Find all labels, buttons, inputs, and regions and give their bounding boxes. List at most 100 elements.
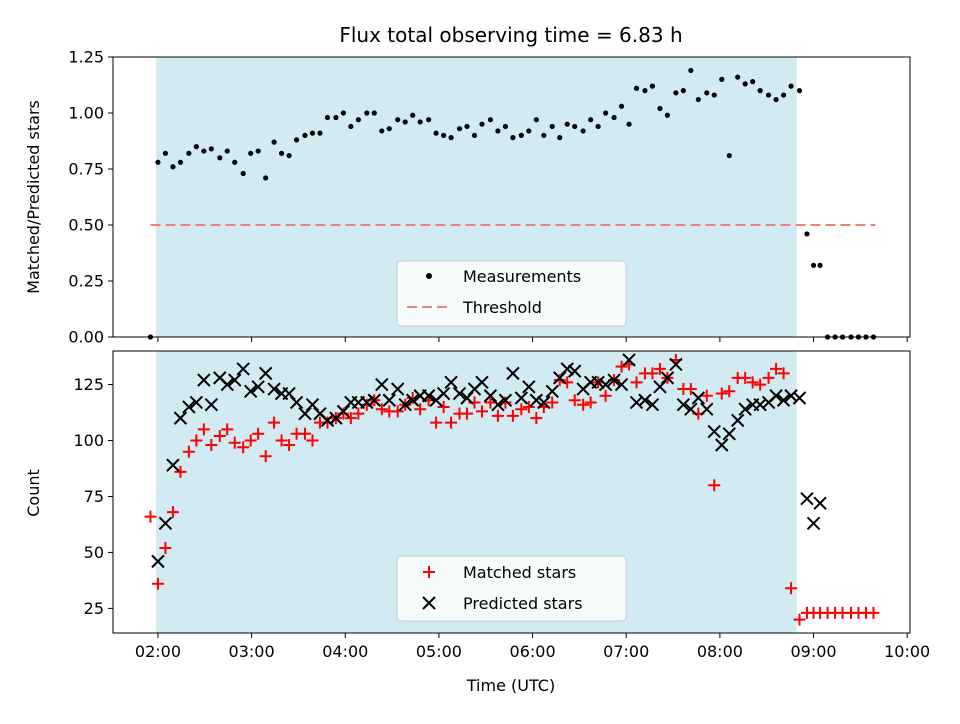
measurement-point: [765, 92, 772, 98]
measurement-point: [155, 159, 161, 165]
predicted-star-point: [638, 393, 652, 407]
predicted-star-point: [537, 395, 551, 410]
predicted-star-point: [553, 371, 567, 385]
bottom-y-tick-label: 75: [84, 487, 104, 506]
measurement-point: [441, 132, 447, 138]
matched-star-point: [375, 403, 388, 416]
measurement-point: [324, 114, 331, 121]
legend-threshold-label: Threshold: [462, 298, 542, 317]
measurement-point: [796, 88, 803, 94]
predicted-star-point: [660, 371, 675, 385]
matched-star-point: [306, 434, 319, 447]
predicted-star-point: [506, 366, 520, 381]
measurement-point: [355, 117, 361, 123]
predicted-star-point: [166, 458, 180, 472]
measurement-point: [817, 262, 823, 268]
predicted-star-point: [691, 391, 706, 405]
bottom-y-tick-label: 25: [84, 599, 104, 618]
matched-star-point: [630, 376, 643, 389]
matched-star-point: [553, 374, 566, 387]
predicted-star-point: [498, 393, 513, 407]
matched-star-point: [159, 541, 172, 554]
measurement-point: [704, 90, 710, 96]
measurement-point: [788, 83, 794, 89]
x-tick-label: 03:00: [229, 642, 275, 661]
predicted-star-point: [730, 413, 745, 428]
matched-star-point: [259, 450, 272, 463]
predicted-star-point: [684, 402, 698, 416]
measurement-point: [364, 110, 370, 116]
measurement-point: [533, 117, 539, 123]
matched-star-point: [221, 423, 234, 436]
matched-star-point: [515, 403, 528, 416]
matched-star-point: [684, 383, 697, 396]
top-y-tick-label: 1.25: [68, 48, 104, 67]
predicted-star-point: [784, 389, 798, 403]
predicted-star-point: [398, 398, 412, 412]
predicted-star-point: [715, 438, 729, 452]
measurement-point: [719, 76, 725, 82]
predicted-star-point: [382, 393, 396, 407]
top-y-axis-label: Matched/Predicted stars: [24, 100, 43, 294]
matched-star-point: [244, 434, 257, 447]
measurement-point: [302, 132, 308, 138]
measurement-point: [780, 92, 787, 98]
measurement-point: [263, 175, 269, 181]
x-tick-label: 06:00: [510, 642, 556, 661]
measurement-point: [626, 121, 632, 127]
measurement-point: [193, 144, 199, 150]
measurement-point: [208, 146, 214, 152]
matched-star-point: [615, 360, 628, 373]
matched-star-point: [530, 412, 543, 425]
top-axes-frame: [112, 56, 911, 338]
measurement-point: [541, 132, 547, 138]
matched-star-point: [352, 407, 365, 420]
matched-star-point: [506, 409, 519, 422]
matched-star-point: [190, 434, 203, 447]
measurement-point: [588, 117, 594, 123]
predicted-star-point: [560, 362, 574, 376]
predicted-star-point: [236, 362, 250, 376]
measurement-point: [348, 123, 354, 130]
predicted-star-point: [738, 402, 752, 416]
predicted-star-point: [405, 393, 420, 407]
predicted-star-point: [522, 380, 536, 394]
matched-star-point: [213, 430, 226, 443]
measurement-point: [248, 150, 254, 156]
bottom-y-tick-label: 125: [73, 375, 104, 394]
predicted-star-point: [158, 516, 173, 531]
measurement-point: [255, 148, 261, 154]
bottom-y-axis-label: Count: [24, 469, 43, 517]
top-legend: Measurements Threshold: [396, 260, 627, 327]
predicted-star-point: [289, 395, 304, 410]
measurement-point: [278, 150, 285, 156]
matched-star-point: [546, 396, 559, 409]
predicted-star-point: [722, 427, 736, 441]
predicted-star-point: [243, 384, 258, 398]
matched-star-point: [430, 416, 443, 429]
legend-matched-marker: [423, 566, 435, 578]
measurement-point: [340, 110, 346, 116]
matched-star-point: [599, 389, 612, 402]
measurement-point: [426, 117, 432, 123]
measurement-point: [286, 152, 292, 159]
measurement-point: [495, 128, 501, 134]
measurement-point: [564, 121, 570, 127]
matched-star-point: [762, 371, 775, 384]
x-tick-label: 09:00: [790, 642, 836, 661]
x-tick-label: 05:00: [416, 642, 462, 661]
x-tick-label: 07:00: [603, 642, 649, 661]
top-y-tick-label: 1.00: [68, 104, 104, 123]
predicted-star-point: [197, 373, 211, 387]
bottom-legend-box: [396, 555, 627, 622]
predicted-star-point: [305, 398, 320, 412]
measurement-point: [402, 119, 408, 125]
legend-measurements-marker: [426, 273, 432, 279]
matched-star-point: [568, 394, 581, 407]
measurement-point: [595, 123, 601, 130]
matched-star-point: [793, 613, 806, 626]
predicted-star-point: [806, 516, 821, 531]
matched-star-point: [144, 510, 157, 523]
predicted-star-point: [700, 402, 714, 416]
